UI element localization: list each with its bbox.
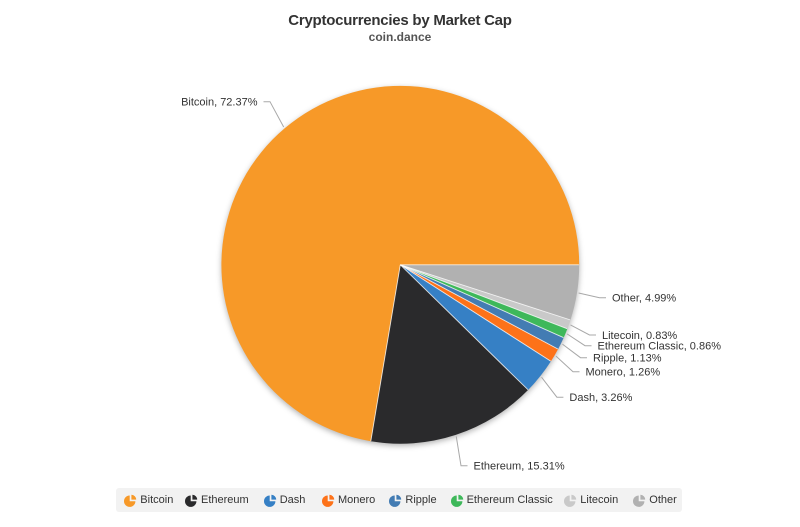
svg-text:Ethereum Classic, 0.86%: Ethereum Classic, 0.86% — [598, 341, 722, 353]
svg-text:Litecoin, 0.83%: Litecoin, 0.83% — [602, 330, 677, 342]
svg-text:Monero, 1.26%: Monero, 1.26% — [586, 367, 661, 379]
svg-text:Ripple, 1.13%: Ripple, 1.13% — [593, 353, 662, 365]
svg-text:Bitcoin, 72.37%: Bitcoin, 72.37% — [181, 97, 258, 109]
svg-text:Ethereum, 15.31%: Ethereum, 15.31% — [474, 461, 565, 473]
svg-text:Dash, 3.26%: Dash, 3.26% — [569, 392, 632, 404]
svg-text:Other, 4.99%: Other, 4.99% — [612, 293, 676, 305]
